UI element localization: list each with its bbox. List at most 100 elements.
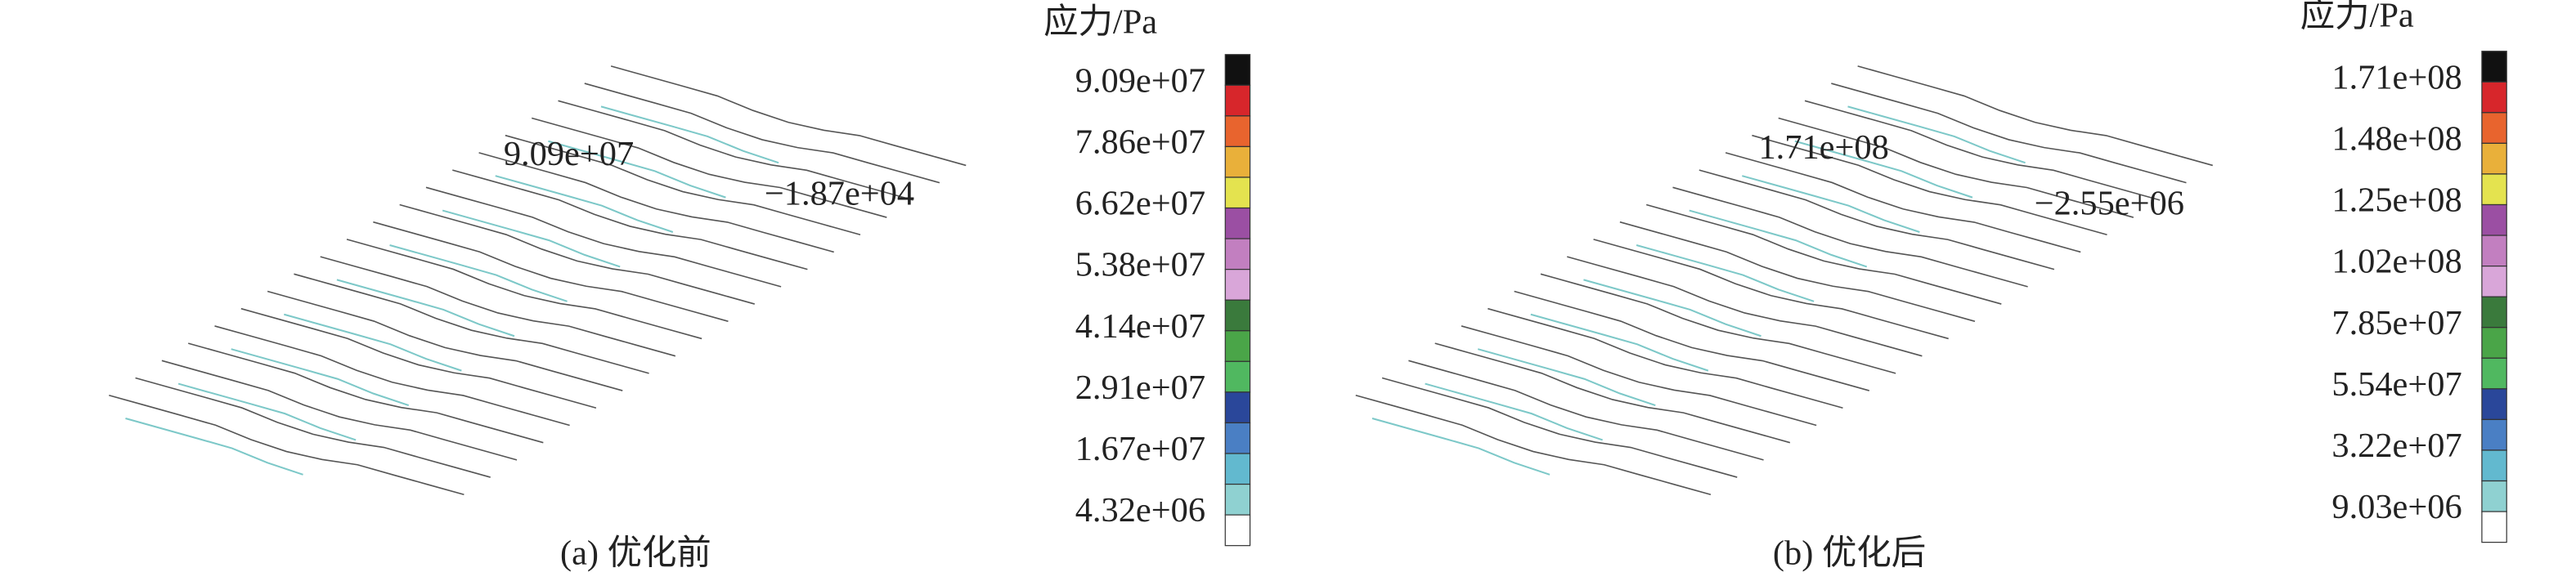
colorbar-label: 9.03e+06 xyxy=(2331,488,2462,526)
beam-stress xyxy=(1477,348,1656,406)
beam xyxy=(1488,307,1843,409)
colorbar-label: 1.71e+08 xyxy=(2331,58,2462,96)
beam-stress xyxy=(1636,244,1815,302)
beam-stress xyxy=(1583,279,1761,337)
beam-stress xyxy=(177,382,357,441)
beam-stress xyxy=(1425,382,1603,441)
beam-stress xyxy=(389,244,568,302)
colorbar-label: 1.48e+08 xyxy=(2331,119,2462,158)
beam xyxy=(1434,342,1791,444)
beam-stress xyxy=(495,175,674,233)
colorbar-segment xyxy=(2481,357,2507,390)
colorbar-segment xyxy=(2481,203,2507,236)
colorbar-label: 7.85e+07 xyxy=(2331,304,2462,342)
colorbar-segment xyxy=(1224,269,1251,301)
beam xyxy=(558,100,913,201)
colorbar-segment xyxy=(1224,207,1251,239)
colorbar-label: 7.86e+07 xyxy=(1075,123,1205,162)
beam-stress xyxy=(1794,140,1973,199)
beam xyxy=(1567,256,1923,357)
colorbar-label: 4.32e+06 xyxy=(1075,491,1205,530)
min-annotation: −1.87e+04 xyxy=(765,175,914,213)
colorbar-label: 1.67e+07 xyxy=(1075,430,1205,468)
legend-title: 应力/Pa xyxy=(1043,3,1157,42)
colorbar-segment xyxy=(2481,296,2507,328)
beam xyxy=(135,377,491,478)
beam xyxy=(1804,100,2161,201)
min-annotation: −2.55e+06 xyxy=(2035,185,2184,223)
colorbar-segment xyxy=(2481,327,2507,359)
panel-caption: (b) 优化后 xyxy=(1773,534,1926,573)
colorbar-segment xyxy=(1224,115,1251,148)
colorbar-segment xyxy=(1224,360,1251,393)
beam xyxy=(373,221,729,323)
beam xyxy=(240,307,597,409)
colorbar-segment xyxy=(1224,483,1251,516)
beam xyxy=(1540,273,1896,374)
beam xyxy=(294,273,649,374)
beam-stress xyxy=(284,313,462,372)
colorbar-segment xyxy=(1224,54,1251,86)
colorbar-segment xyxy=(2481,142,2507,175)
colorbar-label: 1.02e+08 xyxy=(2331,243,2462,281)
colorbar-segment xyxy=(1224,84,1251,117)
colorbar-segment xyxy=(2481,266,2507,297)
beam xyxy=(1725,152,2081,253)
beam xyxy=(1752,134,2107,236)
colorbar-segment xyxy=(1224,299,1251,332)
colorbar-segment xyxy=(2481,112,2507,144)
colorbar-label: 2.91e+07 xyxy=(1075,369,1205,407)
beam-stress xyxy=(125,418,303,476)
beam xyxy=(1381,377,1738,478)
colorbar-segment xyxy=(2481,480,2507,512)
colorbar-label: 5.38e+07 xyxy=(1075,246,1205,284)
beam xyxy=(320,256,676,357)
colorbar-segment xyxy=(1224,422,1251,454)
beam xyxy=(1778,117,2134,218)
legend-title: 应力/Pa xyxy=(2300,0,2414,34)
colorbar-segment xyxy=(2481,51,2507,83)
colorbar-label: 5.54e+07 xyxy=(2331,365,2462,404)
beam xyxy=(1645,203,2002,305)
colorbar-segment xyxy=(2481,81,2507,114)
beam xyxy=(452,169,808,270)
beam-stress xyxy=(600,105,779,164)
beam xyxy=(109,394,464,496)
colorbar-segment xyxy=(1224,514,1251,547)
beam xyxy=(187,342,544,444)
beam xyxy=(1831,83,2187,184)
beam xyxy=(1461,325,1817,427)
colorbar-segment xyxy=(1224,330,1251,362)
beam xyxy=(399,203,756,305)
beam-stress xyxy=(1847,105,2026,164)
max-annotation: 1.71e+08 xyxy=(1758,128,1888,167)
beam-stress xyxy=(336,279,515,337)
colorbar-segment xyxy=(2481,418,2507,451)
panel-caption: (a) 优化前 xyxy=(560,534,711,573)
colorbar-label: 9.09e+07 xyxy=(1075,61,1205,100)
colorbar-segment xyxy=(1224,177,1251,209)
beam xyxy=(1408,360,1764,461)
beam xyxy=(1514,290,1869,391)
beam-stress xyxy=(1530,313,1709,372)
beam xyxy=(1699,169,2055,270)
beam xyxy=(505,134,861,236)
beam xyxy=(1857,65,2213,167)
colorbar-segment xyxy=(2481,388,2507,421)
colorbar-segment xyxy=(2481,235,2507,267)
beam-stress xyxy=(1371,418,1551,476)
beam xyxy=(346,239,702,340)
beam-stress xyxy=(1689,209,1868,268)
beam xyxy=(478,152,834,253)
colorbar-label: 3.22e+07 xyxy=(2331,427,2462,465)
beam xyxy=(1355,394,1712,496)
colorbar-segment xyxy=(1224,391,1251,424)
colorbar-label: 4.14e+07 xyxy=(1075,307,1205,346)
colorbar-segment xyxy=(2481,173,2507,206)
beam xyxy=(161,360,518,461)
beam xyxy=(610,65,967,167)
colorbar-label: 6.62e+07 xyxy=(1075,185,1205,223)
beam-stress xyxy=(548,140,726,199)
colorbar-segment xyxy=(2481,449,2507,482)
